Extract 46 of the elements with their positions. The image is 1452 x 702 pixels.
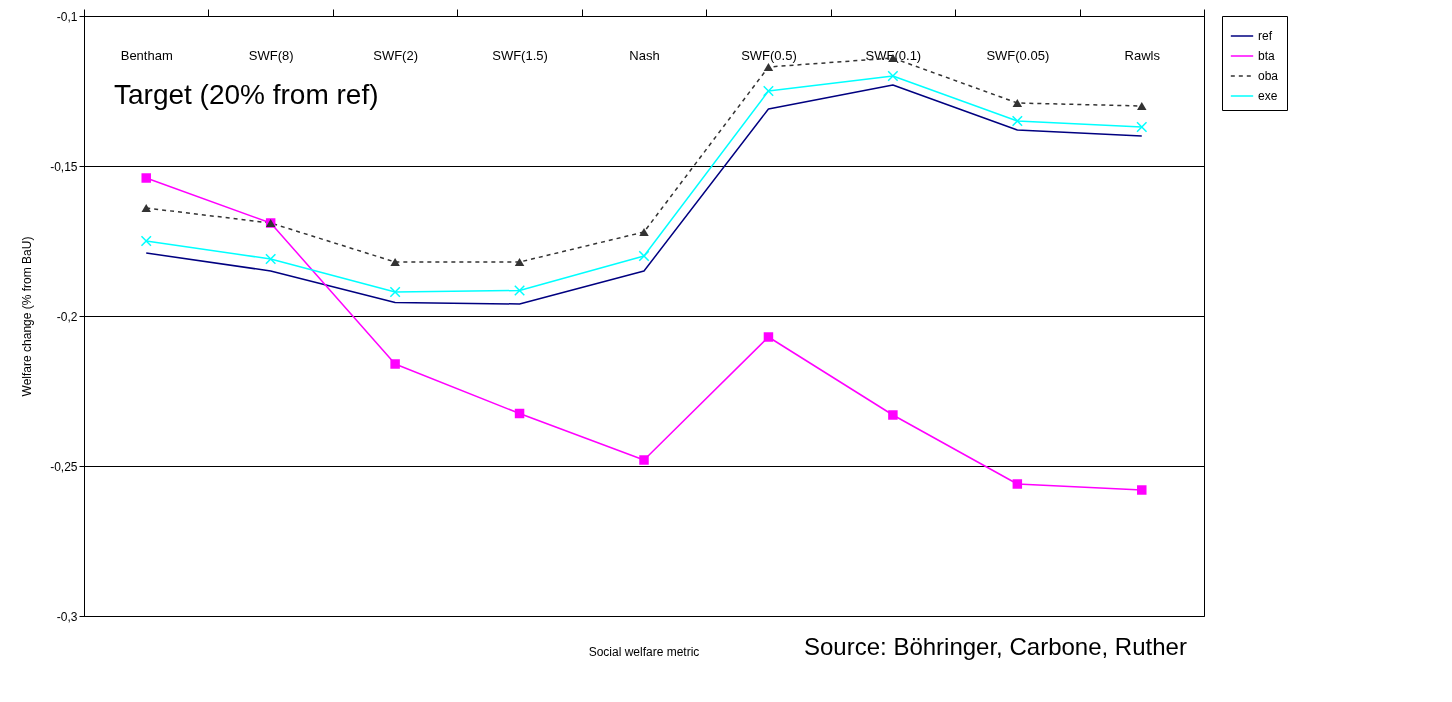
- legend-label: ref: [1258, 29, 1273, 43]
- legend-label: exe: [1258, 89, 1278, 103]
- point: [141, 173, 151, 183]
- annotation: Target (20% from ref): [114, 79, 379, 110]
- point: [1136, 121, 1148, 133]
- x-tick-label: SWF(2): [373, 47, 418, 63]
- point: [389, 286, 401, 298]
- point: [1137, 485, 1147, 495]
- point: [141, 203, 151, 213]
- point: [639, 455, 649, 465]
- x-tick-label: Bentham: [120, 47, 173, 63]
- point: [887, 70, 899, 82]
- legend-label: oba: [1258, 69, 1279, 83]
- point: [1011, 115, 1023, 127]
- y-tick-label: -0,3: [56, 609, 78, 624]
- point: [514, 257, 525, 267]
- legend-label: bta: [1258, 49, 1276, 63]
- x-tick-label: SWF(1.5): [492, 47, 548, 63]
- point: [888, 410, 898, 420]
- x-tick-label: SWF(0.5): [741, 47, 797, 63]
- source-note: Source: Böhringer, Carbone, Ruther: [804, 633, 1187, 660]
- y-tick-label: -0,15: [50, 159, 78, 174]
- y-tick-label: -0,2: [56, 309, 78, 324]
- point: [1137, 101, 1147, 111]
- point: [762, 85, 774, 97]
- x-tick-label: Nash: [629, 47, 660, 63]
- point: [1012, 479, 1023, 489]
- x-tick-label: SWF(0.1): [865, 47, 922, 63]
- point: [390, 257, 400, 267]
- point: [140, 235, 152, 247]
- x-tick-label: SWF(0.05): [986, 47, 1050, 63]
- x-tick-label: Rawls: [1124, 47, 1161, 63]
- y-axis-title: Welfare change (% from BaU): [20, 236, 35, 397]
- point: [1012, 98, 1023, 108]
- y-tick-label: -0,1: [56, 9, 78, 24]
- x-tick-label: SWF(8): [248, 47, 294, 63]
- point: [514, 408, 525, 419]
- y-tick-label: -0,25: [50, 459, 78, 474]
- point: [763, 332, 774, 342]
- point: [639, 227, 649, 237]
- point: [265, 253, 277, 265]
- point: [514, 285, 526, 296]
- point: [763, 62, 774, 72]
- point: [638, 250, 650, 262]
- point: [390, 359, 400, 369]
- x-axis-title: Social welfare metric: [588, 645, 700, 659]
